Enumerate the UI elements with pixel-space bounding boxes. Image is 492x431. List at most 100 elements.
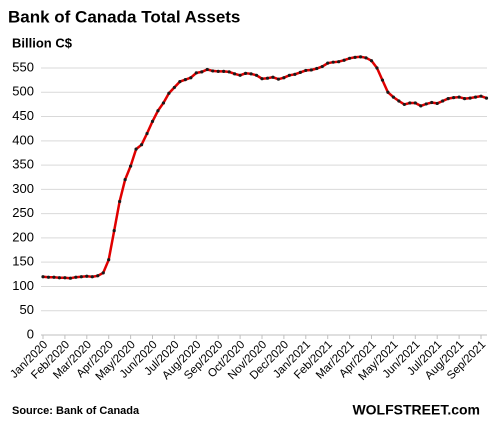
marker [413,101,417,105]
marker [348,56,352,60]
marker [260,77,264,81]
marker [375,66,379,70]
marker [145,131,149,136]
marker [462,96,467,101]
marker [408,101,412,105]
marker [337,60,341,64]
marker [129,164,133,168]
marker [123,178,127,182]
marker [90,275,94,279]
marker [41,275,45,279]
marker [430,100,434,105]
marker [189,76,193,80]
marker [254,73,259,77]
marker [271,75,275,79]
marker [52,275,56,279]
marker [446,96,450,101]
y-tick-label: 450 [12,108,34,123]
marker [216,69,220,74]
marker [178,80,182,84]
marker [441,99,445,103]
marker [118,199,122,204]
marker [233,72,237,76]
marker [391,95,395,99]
marker [380,78,385,82]
y-tick-label: 150 [12,254,34,269]
marker [156,109,160,113]
marker [468,96,472,100]
marker [74,275,78,279]
y-tick-label: 250 [12,205,34,220]
marker [298,70,302,74]
marker [424,102,428,106]
marker [68,276,72,280]
marker [402,102,406,107]
marker [238,73,242,77]
marker [167,91,171,95]
marker [183,78,187,82]
marker [358,55,363,59]
marker [287,73,291,77]
marker [364,56,368,60]
y-tick-label: 200 [12,229,34,244]
marker [293,72,297,76]
chart-title: Bank of Canada Total Assets [8,7,240,26]
marker [386,90,390,94]
marker [200,70,204,74]
marker [309,68,313,72]
marker [227,70,231,74]
marker [484,96,489,100]
marker [369,59,374,63]
marker [342,58,346,62]
marker [85,274,89,278]
marker [139,143,144,147]
y-tick-label: 550 [12,59,34,74]
line [42,55,487,280]
marker [205,67,209,72]
marker [112,229,116,233]
marker [79,275,83,279]
marker [211,69,215,73]
marker [320,64,324,69]
y-tick-label: 100 [12,278,34,293]
marker [46,275,51,279]
marker [194,71,198,75]
marker [479,94,483,98]
marker [243,71,248,75]
y-tick-label: 400 [12,132,34,147]
brand: WOLFSTREET.com [352,402,480,418]
marker [134,147,138,151]
marker [304,68,308,73]
marker [57,276,62,280]
marker [161,101,166,105]
y-tick-label: 300 [12,181,34,196]
marker [353,55,357,59]
marker [172,85,176,90]
marker [276,77,281,81]
y-tick-label: 50 [20,302,34,317]
marker [473,95,478,99]
marker [107,258,111,262]
marker [265,76,270,80]
y-tick-label: 0 [27,326,34,341]
marker [150,119,155,124]
marker [96,274,100,278]
marker [282,76,286,80]
marker [452,96,456,100]
y-tick-label: 350 [12,157,34,172]
marker [331,60,335,64]
marker [315,66,319,71]
marker [457,95,461,99]
chart-subtitle: Billion C$ [12,35,73,50]
marker [397,99,401,103]
marker [326,61,330,65]
marker [101,271,105,275]
marker [419,104,423,108]
y-tick-label: 500 [12,84,34,99]
marker [63,276,67,280]
marker [435,101,439,106]
marker [222,69,226,74]
marker [249,72,253,76]
source: Source: Bank of Canada [12,405,140,417]
